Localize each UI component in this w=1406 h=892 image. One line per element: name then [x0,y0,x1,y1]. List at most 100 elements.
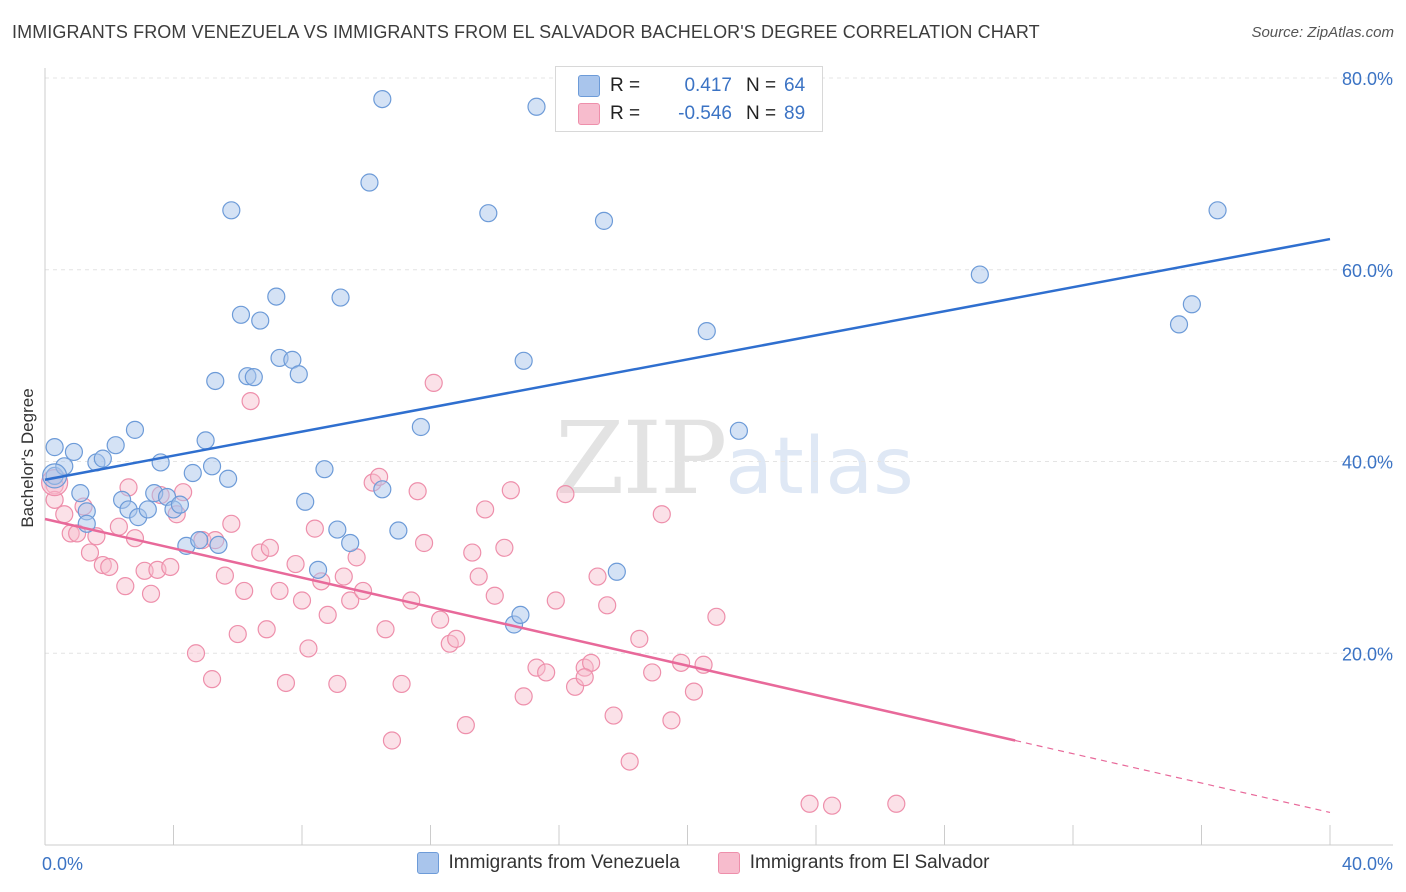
venezuela-point [206,371,225,391]
elsalvador-point [684,682,704,701]
venezuela-point [71,484,90,503]
venezuela-point [296,492,315,511]
elsalvador-point [305,519,324,538]
elsalvador-point [318,605,337,625]
venezuela-point [222,201,241,220]
y-tick-label: 80.0% [1342,69,1393,89]
legend-row-elsalvador: R = -0.546 N = 89 [578,101,805,127]
elsalvador-point [328,674,347,694]
elsalvador-point [376,620,395,639]
elsalvador-point [100,557,119,577]
axis-labels: 20.0% 40.0% 60.0% 80.0% 0.0% 40.0% Bachelor's … [18,69,1393,874]
elsalvador-point [463,543,482,562]
venezuela-point [1208,201,1227,220]
venezuela-point [970,265,989,284]
legend-r-label: R = [610,75,641,96]
legend-r-value-venezuela: 0.417 [684,75,732,96]
watermark-zip: ZIP [555,400,727,517]
venezuela-point [341,533,360,553]
elsalvador-point [527,658,546,677]
legend-n-label: N = [746,103,777,124]
venezuela-point [93,449,112,468]
elsalvador-point [476,500,495,519]
elsalvador-point [93,555,112,575]
elsalvador-point [109,517,128,536]
venezuela-point [190,531,209,550]
gridlines [45,77,1393,654]
venezuela-point [1169,315,1189,334]
venezuela-point [308,560,328,579]
venezuela-point [289,365,308,384]
watermark-atlas: atlas [725,422,914,512]
elsalvador-trend-extension [1015,739,1331,813]
elsalvador-point [341,591,360,610]
elsalvador-point [414,533,434,553]
elsalvador-point [537,663,556,682]
legend-swatch-venezuela [416,852,439,874]
venezuela-point [202,457,222,476]
venezuela-point [106,436,125,455]
elsalvador-point [707,607,726,626]
venezuela-point [138,500,157,519]
venezuela-point [328,520,347,539]
venezuela-point [373,480,392,499]
legend-swatch-venezuela [578,75,600,97]
elsalvador-point [116,577,135,596]
venezuela-point [594,211,614,230]
venezuela-point [360,173,379,192]
elsalvador-point [202,670,222,689]
y-axis-label: Bachelor's Degree [18,388,37,527]
venezuela-point [527,97,546,116]
series-venezuela-points [42,89,1227,634]
elsalvador-point [643,663,662,682]
elsalvador-point [822,796,842,815]
venezuela-point [125,420,145,439]
x-tick-label-min: 0.0% [42,854,83,874]
elsalvador-point [556,484,575,504]
venezuela-point [514,351,533,370]
venezuela-point [1182,295,1201,314]
legend-r-value-elsalvador: -0.546 [678,103,732,124]
elsalvador-point [251,543,270,562]
elsalvador-point [276,673,296,693]
series-elsalvador-points [41,373,906,815]
elsalvador-point [501,481,520,500]
venezuela-point [170,495,190,514]
elsalvador-point [334,567,353,586]
elsalvador-point [485,586,504,605]
legend-item-venezuela[interactable]: Immigrants from Venezuela [416,852,680,874]
legend-swatch-elsalvador [578,103,600,125]
venezuela-point [196,431,215,450]
axes [44,68,1393,846]
venezuela-point [331,288,350,307]
elsalvador-point [270,581,289,601]
venezuela-point [479,204,498,223]
watermark: ZIPatlas [555,400,914,517]
legend-item-elsalvador[interactable]: Immigrants from El Salvador [717,852,990,874]
elsalvador-point [630,629,649,648]
elsalvador-point [161,557,180,577]
elsalvador-point [887,794,906,813]
elsalvador-point [424,373,443,392]
venezuela-point [244,368,263,387]
elsalvador-point [604,706,623,725]
elsalvador-point [598,596,617,615]
elsalvador-point [141,584,161,603]
venezuela-point [411,417,430,437]
elsalvador-point [215,566,234,585]
elsalvador-point [235,581,254,601]
legend-swatch-elsalvador [717,852,740,874]
legend-label-elsalvador: Immigrants from El Salvador [749,852,990,873]
elsalvador-point [286,554,305,574]
elsalvador-point [260,538,279,557]
elsalvador-point [546,591,565,610]
elsalvador-point [408,482,427,501]
venezuela-point [55,457,74,476]
venezuela-point [231,305,251,324]
elsalvador-point [575,668,594,687]
elsalvador-point [469,567,488,586]
elsalvador-point [228,624,247,644]
venezuela-point [697,322,716,341]
venezuela-point [511,605,530,625]
